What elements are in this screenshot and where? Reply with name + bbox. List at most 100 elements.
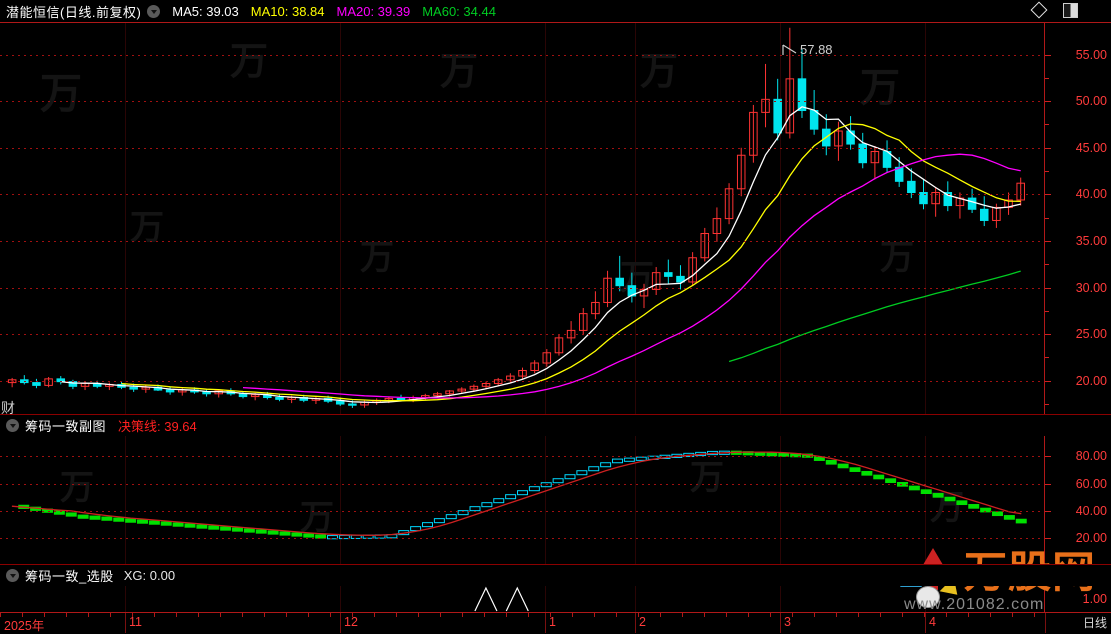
price-tick-label: 35.00 xyxy=(1075,233,1107,248)
ma20-legend: MA20: 39.39 xyxy=(336,3,411,19)
axis-tick xyxy=(1045,456,1051,458)
price-panel-header: 潜能恒信(日线.前复权) MA5: 39.03 MA10: 38.84 MA20… xyxy=(0,0,1111,22)
date-tick xyxy=(946,612,947,617)
sub-panel-header: 筹码一致副图 决策线: 39.64 xyxy=(0,414,1111,436)
date-tick xyxy=(594,612,595,617)
date-tick xyxy=(814,612,815,617)
gridline xyxy=(0,240,1045,242)
gridline xyxy=(0,101,1045,103)
diamond-icon[interactable] xyxy=(1030,1,1048,19)
xg-value: XG: 0.00 xyxy=(123,567,176,583)
indicator-svg xyxy=(11,450,1027,540)
date-separator xyxy=(635,612,636,633)
date-tick xyxy=(836,612,837,617)
date-tick xyxy=(572,612,573,617)
date-tick xyxy=(374,612,375,617)
gridline xyxy=(0,537,1045,539)
sub-plot-area[interactable]: ✦ 转一致 ✦ 转一致 xyxy=(0,436,1045,565)
gridline xyxy=(0,147,1045,149)
decision-line-value: 决策线: 39.64 xyxy=(118,418,197,434)
date-axis-top-border xyxy=(0,612,1111,613)
date-separator xyxy=(340,612,341,633)
date-month-label: 4 xyxy=(929,615,936,629)
axis-tick xyxy=(1045,54,1051,56)
chart-month-divider xyxy=(635,22,636,612)
chevron-down-icon[interactable] xyxy=(6,568,19,582)
axis-tick-minor xyxy=(1045,264,1049,266)
date-separator xyxy=(780,612,781,633)
price-tick-label: 55.00 xyxy=(1075,47,1107,62)
price-plot-area[interactable]: 57.88 17.08 预 涨榜 xyxy=(0,22,1045,418)
date-tick xyxy=(748,612,749,617)
stock-pick-panel[interactable]: 1.00 xyxy=(0,586,1111,612)
pick-plot-area[interactable] xyxy=(0,586,1045,612)
ma10-legend: MA10: 38.84 xyxy=(250,3,325,19)
date-tick xyxy=(22,612,23,617)
date-tick xyxy=(440,612,441,617)
date-tick xyxy=(616,612,617,617)
axis-tick-minor xyxy=(1045,217,1049,219)
axis-tick xyxy=(1045,101,1051,103)
sub-tick-label: 40.00 xyxy=(1075,503,1107,518)
half-square-icon[interactable] xyxy=(1063,3,1078,18)
pick-indicator-name[interactable]: 筹码一致_选股 xyxy=(25,568,114,584)
axis-tick xyxy=(1045,147,1051,149)
date-year-label: 2025年 xyxy=(4,619,45,633)
date-tick xyxy=(1012,612,1013,617)
axis-tick-minor xyxy=(1045,171,1049,173)
date-axis-right-border xyxy=(1045,612,1046,633)
pick-axis-line xyxy=(1044,586,1045,612)
date-tick xyxy=(330,612,331,617)
date-axis: 2025年 11 12 1 2 3 4 xyxy=(0,612,1111,633)
chevron-down-icon[interactable] xyxy=(6,418,19,432)
date-tick xyxy=(968,612,969,617)
price-axis: 55.00 50.00 45.00 40.00 35.00 30.00 25.00 20.00 xyxy=(1045,22,1111,418)
candlestick-svg xyxy=(7,27,1025,408)
date-tick xyxy=(792,612,793,617)
date-tick xyxy=(1034,612,1035,617)
date-tick xyxy=(418,612,419,617)
date-tick xyxy=(682,612,683,617)
date-tick xyxy=(44,612,45,617)
price-tick-label: 25.00 xyxy=(1075,327,1107,342)
date-tick xyxy=(308,612,309,617)
price-chart-panel[interactable]: 57.88 17.08 预 涨榜 55.00 50.00 45.00 40.00 35.… xyxy=(0,22,1111,418)
date-tick xyxy=(220,612,221,617)
date-tick xyxy=(990,612,991,617)
date-tick xyxy=(726,612,727,617)
date-month-label: 3 xyxy=(784,615,791,629)
chart-month-divider xyxy=(545,22,546,612)
gridline xyxy=(0,54,1045,56)
price-tick-label: 40.00 xyxy=(1075,187,1107,202)
pick-svg xyxy=(474,586,529,612)
axis-tick-minor xyxy=(1045,310,1049,312)
date-separator xyxy=(125,612,126,633)
price-tick-label: 45.00 xyxy=(1075,140,1107,155)
chevron-down-icon[interactable] xyxy=(147,4,161,18)
chip-consistency-panel[interactable]: ✦ 转一致 ✦ 转一致 20.00 40.00 60.00 80.00 xyxy=(0,436,1111,565)
date-separator xyxy=(545,612,546,633)
date-tick xyxy=(484,612,485,617)
date-tick xyxy=(880,612,881,617)
axis-tick-minor xyxy=(1045,77,1049,79)
instrument-title[interactable]: 潜能恒信(日线.前复权) xyxy=(6,4,142,20)
sub-tick-label: 20.00 xyxy=(1075,530,1107,545)
ma5-legend: MA5: 39.03 xyxy=(172,3,239,19)
sub-indicator-name[interactable]: 筹码一致副图 xyxy=(25,418,107,434)
gridline xyxy=(0,287,1045,289)
date-tick xyxy=(528,612,529,617)
date-tick xyxy=(176,612,177,617)
chart-month-divider xyxy=(125,22,126,612)
sub-axis-line xyxy=(1044,436,1045,565)
date-tick xyxy=(286,612,287,617)
ma60-legend: MA60: 34.44 xyxy=(422,3,496,19)
gridline xyxy=(0,456,1045,458)
date-tick xyxy=(66,612,67,617)
date-tick xyxy=(264,612,265,617)
date-tick xyxy=(902,612,903,617)
gridline xyxy=(0,194,1045,196)
period-label: 日线 xyxy=(1082,616,1107,630)
date-tick xyxy=(924,612,925,617)
date-tick xyxy=(770,612,771,617)
